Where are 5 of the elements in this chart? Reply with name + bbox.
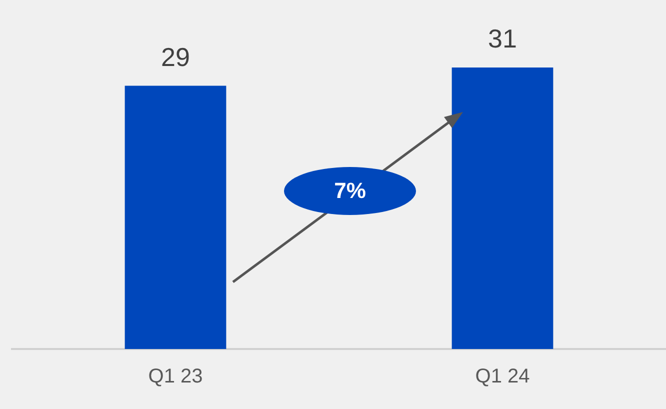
x-tick-label: Q1 24 <box>475 366 530 388</box>
oval-badge: 7% <box>284 167 416 215</box>
x-tick-label: Q1 23 <box>148 366 203 388</box>
data-label: 29 <box>161 42 190 72</box>
data-label: 31 <box>488 24 517 54</box>
